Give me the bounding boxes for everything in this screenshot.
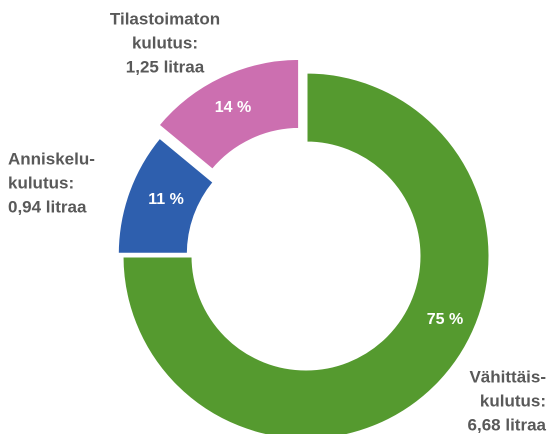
category-label: Anniskelu- <box>8 149 95 168</box>
value-label: 75 % <box>427 311 463 328</box>
value-label: 11 % <box>148 191 184 208</box>
category-label: Tilastoimaton <box>110 9 220 28</box>
category-label: kulutus: <box>8 173 74 192</box>
category-label: kulutus: <box>480 391 546 410</box>
category-label: 6,68 litraa <box>468 415 547 434</box>
category-label: kulutus: <box>132 33 198 52</box>
donut-segment <box>115 134 217 256</box>
donut-segment <box>120 70 492 434</box>
category-label: 0,94 litraa <box>8 197 87 216</box>
category-label: Vähittäis- <box>469 367 546 386</box>
category-label: 1,25 litraa <box>126 57 205 76</box>
value-label: 14 % <box>215 99 251 116</box>
donut-segment <box>155 56 302 173</box>
